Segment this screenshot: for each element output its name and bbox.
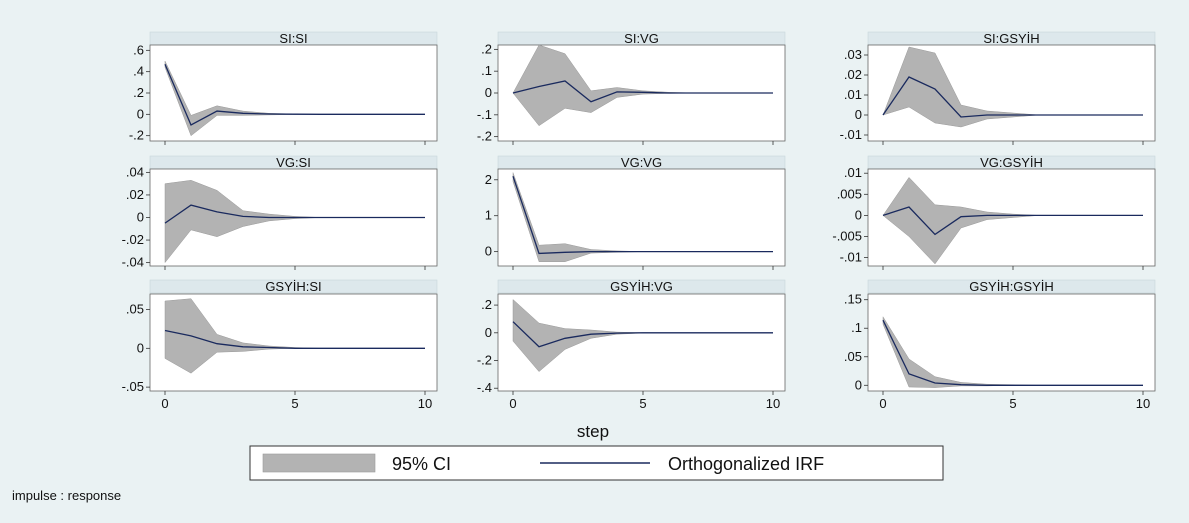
y-tick-label: .02	[844, 67, 862, 82]
panel-title: GSYİH:GSYİH	[969, 279, 1054, 294]
y-tick-label: -.05	[122, 379, 144, 394]
panel-9: GSYİH:GSYİH 0 .05 .1 .15 0 5 10	[844, 279, 1156, 411]
y-tick-label: .2	[481, 41, 492, 56]
panel-title-strip	[867, 279, 1156, 294]
y-tick-label: .01	[844, 87, 862, 102]
y-tick-label: .15	[844, 292, 862, 307]
x-tick-label: 0	[509, 396, 516, 411]
y-tick-label: 0	[855, 207, 862, 222]
irf-line	[882, 76, 1143, 118]
irf-line	[512, 175, 773, 255]
y-tick-label: .1	[851, 320, 862, 335]
x-tick-label: 5	[1009, 396, 1016, 411]
y-tick-label: .04	[126, 164, 144, 179]
panel-title: GSYİH:SI	[265, 279, 321, 294]
panel-title: VG:VG	[621, 155, 662, 170]
y-tick-label: 0	[485, 325, 492, 340]
y-tick-label: .2	[481, 297, 492, 312]
y-tick-label: 0	[485, 85, 492, 100]
y-tick-label: .4	[133, 64, 144, 79]
panel-1: SI:SI -.2 0 .2 .4 .6	[129, 31, 438, 145]
impulse-response-note: impulse : response	[12, 488, 121, 503]
x-tick-label: 10	[418, 396, 432, 411]
panel-title: SI:SI	[279, 31, 307, 46]
x-tick-label: 0	[879, 396, 886, 411]
x-tick-label: 5	[291, 396, 298, 411]
irf-line	[164, 329, 425, 349]
x-tick-label: 0	[161, 396, 168, 411]
irf-line	[164, 204, 425, 224]
panel-3: SI:GSYİH -.01 0 .01 .02 .03	[840, 31, 1156, 145]
y-tick-label: -.2	[129, 128, 144, 143]
x-tick-label: 5	[639, 396, 646, 411]
panel-4: VG:SI -.04 -.02 0 .02 .04	[122, 155, 438, 270]
x-tick-label: 10	[766, 396, 780, 411]
y-tick-label: .05	[126, 302, 144, 317]
x-axis-title: step	[577, 422, 609, 441]
y-tick-label: .1	[481, 63, 492, 78]
y-tick-label: -.04	[122, 255, 144, 270]
irf-line	[882, 319, 1143, 386]
panel-7: GSYİH:SI -.05 0 .05 0 5 10	[122, 279, 438, 411]
panel-title: VG:SI	[276, 155, 311, 170]
legend-irf-label: Orthogonalized IRF	[668, 454, 824, 474]
legend-ci-swatch	[262, 453, 376, 473]
y-tick-label: .05	[844, 349, 862, 364]
panel-title: SI:GSYİH	[983, 31, 1039, 46]
panel-title-strip	[497, 279, 786, 294]
y-tick-label: -.01	[840, 127, 862, 142]
legend-ci-label: 95% CI	[392, 454, 451, 474]
y-tick-label: 0	[855, 107, 862, 122]
irf-line	[882, 206, 1143, 236]
y-tick-label: -.01	[840, 250, 862, 265]
panel-8: GSYİH:VG -.4 -.2 0 .2 0 5 10	[477, 279, 786, 411]
legend: 95% CI Orthogonalized IRF	[249, 445, 944, 481]
y-tick-label: .2	[133, 85, 144, 100]
y-tick-label: -.2	[477, 129, 492, 144]
panel-title: GSYİH:VG	[610, 279, 673, 294]
y-tick-label: -.2	[477, 353, 492, 368]
ci-band	[882, 177, 1143, 265]
y-tick-label: .6	[133, 42, 144, 57]
y-tick-label: 0	[137, 210, 144, 225]
x-tick-label: 10	[1136, 396, 1150, 411]
y-tick-label: -.005	[832, 228, 862, 243]
y-tick-label: -.1	[477, 107, 492, 122]
y-tick-label: 0	[485, 244, 492, 259]
ci-band	[512, 44, 773, 127]
y-tick-label: 0	[137, 106, 144, 121]
y-tick-label: 1	[485, 208, 492, 223]
irf-line	[512, 321, 773, 348]
y-tick-label: .03	[844, 47, 862, 62]
y-tick-label: 0	[855, 377, 862, 392]
y-tick-label: .02	[126, 187, 144, 202]
panel-2: SI:VG -.2 -.1 0 .1 .2	[477, 31, 786, 145]
panel-5: VG:VG 0 1 2	[485, 155, 786, 270]
y-tick-label: 2	[485, 172, 492, 187]
ci-band	[882, 46, 1143, 128]
panel-title: VG:GSYİH	[980, 155, 1043, 170]
y-tick-label: -.4	[477, 380, 492, 395]
panel-title-strip	[149, 279, 438, 294]
y-tick-label: .01	[844, 165, 862, 180]
y-tick-label: .005	[837, 186, 862, 201]
irf-line	[512, 80, 773, 103]
y-tick-label: -.02	[122, 232, 144, 247]
irf-line	[164, 63, 425, 126]
y-tick-label: 0	[137, 340, 144, 355]
panel-title: SI:VG	[624, 31, 659, 46]
panel-6: VG:GSYİH -.01 -.005 0 .005 .01	[832, 155, 1156, 270]
